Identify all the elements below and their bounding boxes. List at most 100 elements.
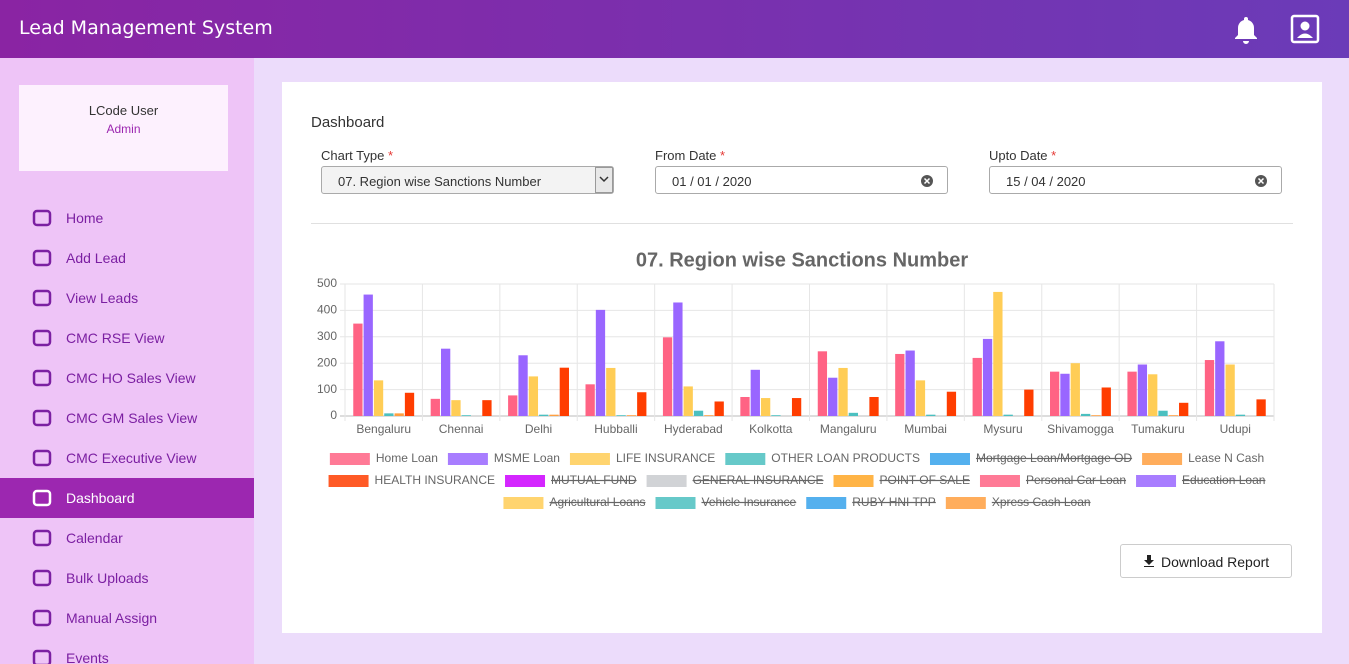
legend-label: Xpress Cash Loan [992,495,1091,509]
bar [662,337,673,416]
bar [1148,374,1158,416]
bar [771,415,781,416]
y-tick-label: 400 [317,303,337,317]
bar [828,377,838,416]
account-icon[interactable] [1289,13,1321,45]
bar [1070,363,1080,416]
nav-item[interactable]: Events [0,638,254,664]
field-label-text: From Date [655,148,717,163]
nav-item[interactable]: CMC Executive View [0,438,254,478]
x-tick-label: Hyderabad [664,422,723,436]
legend-label: Agricultural Loans [549,495,645,509]
nav-item[interactable]: CMC GM Sales View [0,398,254,438]
nav-item[interactable]: Bulk Uploads [0,558,254,598]
bar [1127,371,1137,416]
field-label: Chart Type * [321,148,393,163]
bar [1225,364,1235,416]
bar [616,415,626,416]
bar [1060,373,1070,416]
legend-label: RUBY HNI TPP [852,495,936,509]
legend-label: POINT OF SALE [880,473,970,487]
legend-label: OTHER LOAN PRODUCTS [771,451,920,465]
date-input[interactable]: 15 / 04 / 2020 [989,166,1282,194]
field-value: 15 / 04 / 2020 [1006,174,1086,189]
app-title: Lead Management System [19,17,273,39]
y-tick-label: 300 [317,329,337,343]
nav-item[interactable]: Calendar [0,518,254,558]
card-heading: Dashboard [311,114,385,131]
x-tick-label: Mumbai [904,422,947,436]
bar [740,396,750,416]
bar [549,414,559,416]
bar [384,413,394,416]
bar [626,415,637,416]
required-mark: * [1051,148,1057,163]
nav-label: Home [66,210,104,226]
download-button[interactable]: Download Report [1120,544,1292,578]
nav-icon [32,369,52,387]
field-label-text: Upto Date [989,148,1048,163]
legend-swatch [503,497,544,509]
nav-icon [32,649,52,664]
nav-label: CMC Executive View [66,450,197,466]
legend-swatch [806,497,847,509]
bar [482,400,492,416]
bar [982,338,993,416]
bar [1158,410,1168,416]
y-tick-label: 100 [317,382,337,396]
bar [1137,364,1148,416]
nav-item[interactable]: CMC HO Sales View [0,358,254,398]
dashboard-card: Dashboard Chart Type * 07. Region wise Sa… [282,82,1322,633]
sidebar: LCode User Admin Home Add Lead View Leads C… [0,58,254,664]
bar [1101,387,1111,416]
nav-item[interactable]: Manual Assign [0,598,254,638]
nav-label: Dashboard [66,490,135,506]
user-card: LCode User Admin [19,85,228,171]
bar [905,350,915,416]
nav-icon [32,529,52,547]
bar [1204,360,1215,416]
x-tick-label: Hubballi [594,422,637,436]
field-value: 07. Region wise Sanctions Number [338,174,542,189]
bar [817,351,828,416]
nav-icon [32,609,52,627]
clear-icon[interactable] [1255,175,1267,187]
select-input[interactable]: 07. Region wise Sanctions Number [321,166,614,194]
legend-swatch [646,475,687,487]
bar [972,357,982,416]
download-icon [1144,555,1154,567]
bar [353,323,363,416]
nav-icon [32,409,52,427]
nav-icon [32,489,52,507]
bar [838,367,848,416]
nav-item[interactable]: CMC RSE View [0,318,254,358]
nav-item[interactable]: View Leads [0,278,254,318]
nav-icon [32,209,52,227]
field-value: 01 / 01 / 2020 [672,174,752,189]
nav-item[interactable]: Home [0,198,254,238]
bar [915,380,926,416]
user-name: LCode User [88,103,159,118]
bar [404,392,415,416]
legend-label: Mortgage Loan/Mortgage OD [976,451,1132,465]
bar [946,391,957,416]
bar [1003,414,1013,416]
bar [673,302,683,416]
bar [895,353,905,416]
nav-icon [32,449,52,467]
bar [993,291,1003,416]
y-tick-label: 500 [317,276,337,290]
x-tick-label: Mangaluru [820,422,877,436]
bar [926,414,936,416]
clear-icon[interactable] [921,175,933,187]
nav-item[interactable]: Add Lead [0,238,254,278]
date-input[interactable]: 01 / 01 / 2020 [655,166,948,194]
nav-label: Bulk Uploads [66,570,149,586]
notifications-icon[interactable] [1230,13,1262,45]
field-label: From Date * [655,148,725,163]
legend-swatch [929,453,970,465]
nav-item[interactable]: Dashboard [0,478,254,518]
nav-label: CMC HO Sales View [66,370,196,386]
bar [363,294,373,416]
